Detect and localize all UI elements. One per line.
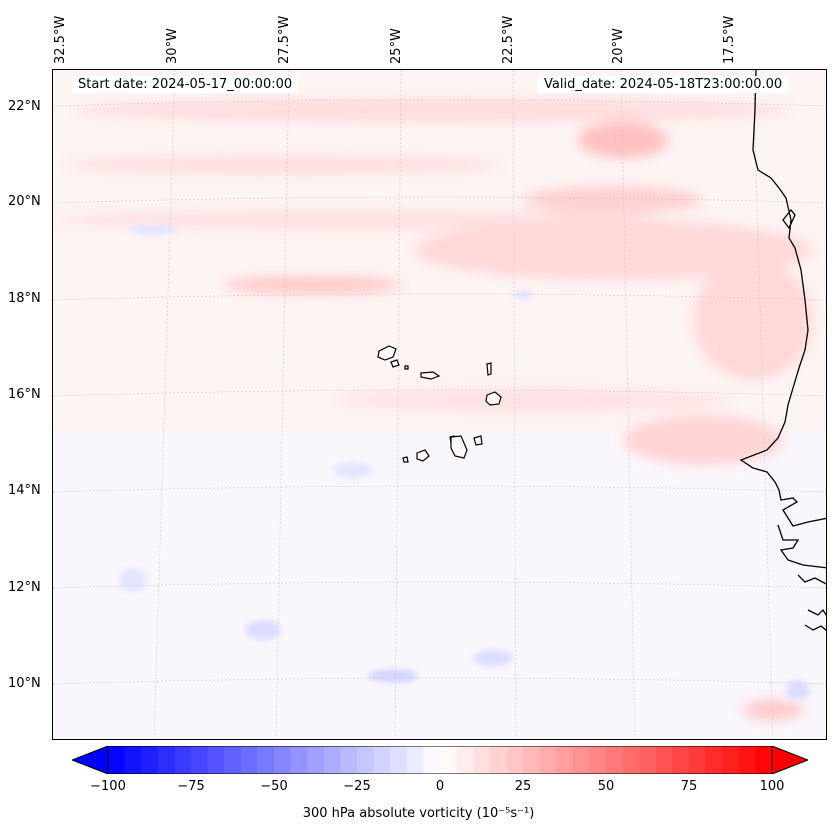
colorbar-cell <box>738 746 756 774</box>
negative-vorticity-blobs <box>119 225 810 700</box>
colorbar-label: 300 hPa absolute vorticity (10⁻⁵s⁻¹) <box>302 806 535 821</box>
colorbar-cell <box>240 746 258 774</box>
map-panel <box>52 69 827 740</box>
colorbar-extend-max <box>771 746 808 774</box>
colorbar-cell <box>207 746 225 774</box>
island-brava <box>402 456 409 463</box>
colorbar-cell <box>406 746 424 774</box>
colorbar-cell <box>556 746 574 774</box>
colorbar-cell <box>108 746 126 774</box>
colorbar-tick: 100 <box>759 779 785 794</box>
colorbar-cell <box>290 746 308 774</box>
longitude-label: 22.5°W <box>501 15 516 64</box>
colorbar-cell <box>191 746 209 774</box>
colorbar-cell <box>390 746 408 774</box>
island-sao-nicolau <box>420 371 441 380</box>
island-fogo <box>416 449 430 462</box>
longitude-label: 27.5°W <box>277 15 292 64</box>
latitude-label: 20°N <box>8 194 41 209</box>
colorbar-cell <box>523 746 541 774</box>
colorbar-cell <box>323 746 341 774</box>
colorbar-cell <box>672 746 690 774</box>
colorbar-cell <box>340 746 358 774</box>
colorbar-cell <box>124 746 142 774</box>
longitude-label: 20°W <box>611 28 626 64</box>
colorbar-cell <box>224 746 242 774</box>
colorbar-cell <box>572 746 590 774</box>
colorbar-tick: 25 <box>514 779 532 794</box>
colorbar-cell <box>440 746 458 774</box>
island-santiago <box>450 435 468 459</box>
vorticity-map <box>53 70 826 739</box>
colorbar-extend-min <box>72 746 109 774</box>
colorbar-cell <box>423 746 441 774</box>
colorbar-cell <box>589 746 607 774</box>
colorbar-tick: 75 <box>680 779 698 794</box>
latitude-label: 16°N <box>8 387 41 402</box>
island-santo-antao <box>377 345 397 361</box>
colorbar-cell <box>489 746 507 774</box>
colorbar-tick: −100 <box>90 779 126 794</box>
colorbar-cell <box>257 746 275 774</box>
colorbar-cell <box>722 746 740 774</box>
colorbar <box>72 746 808 774</box>
latitude-label: 12°N <box>8 580 41 595</box>
longitude-label: 30°W <box>165 28 180 64</box>
positive-vorticity-streaks <box>53 98 813 720</box>
latitude-label: 14°N <box>8 483 41 498</box>
island-sao-vicente <box>390 359 400 368</box>
colorbar-cell <box>622 746 640 774</box>
colorbar-cell <box>755 746 773 774</box>
colorbar-cell <box>357 746 375 774</box>
colorbar-cell <box>705 746 723 774</box>
colorbar-tick: 0 <box>435 779 445 794</box>
colorbar-cell <box>539 746 557 774</box>
colorbar-cell <box>373 746 391 774</box>
island-sal <box>486 362 492 376</box>
island-santa-luzia <box>404 365 409 370</box>
colorbar-tick: −25 <box>343 779 371 794</box>
colorbar-cell <box>157 746 175 774</box>
longitude-label: 25°W <box>389 28 404 64</box>
longitude-label: 17.5°W <box>722 15 737 64</box>
colorbar-cell <box>689 746 707 774</box>
colorbar-cell <box>655 746 673 774</box>
latitude-label: 10°N <box>8 676 41 691</box>
colorbar-cell <box>456 746 474 774</box>
longitude-label: 32.5°W <box>53 15 68 64</box>
latitude-label: 22°N <box>8 99 41 114</box>
colorbar-cell <box>274 746 292 774</box>
graticule <box>53 70 826 739</box>
colorbar-cell <box>639 746 657 774</box>
valid-date-label: Valid_date: 2024-05-18T23:00:00.00 <box>538 76 789 93</box>
colorbar-tick: 50 <box>597 779 615 794</box>
colorbar-tick: −50 <box>260 779 288 794</box>
colorbar-cell <box>307 746 325 774</box>
cape-verde-islands <box>377 345 502 463</box>
island-boa-vista <box>485 391 502 406</box>
colorbar-tick: −75 <box>177 779 205 794</box>
coastline <box>739 70 826 632</box>
colorbar-cell <box>141 746 159 774</box>
island-maio-2 <box>473 435 483 446</box>
start-date-label: Start date: 2024-05-17_00:00:00 <box>72 76 299 93</box>
colorbar-cells <box>72 746 808 774</box>
colorbar-cell <box>473 746 491 774</box>
colorbar-cell <box>606 746 624 774</box>
colorbar-cell <box>174 746 192 774</box>
colorbar-cell <box>506 746 524 774</box>
latitude-label: 18°N <box>8 291 41 306</box>
